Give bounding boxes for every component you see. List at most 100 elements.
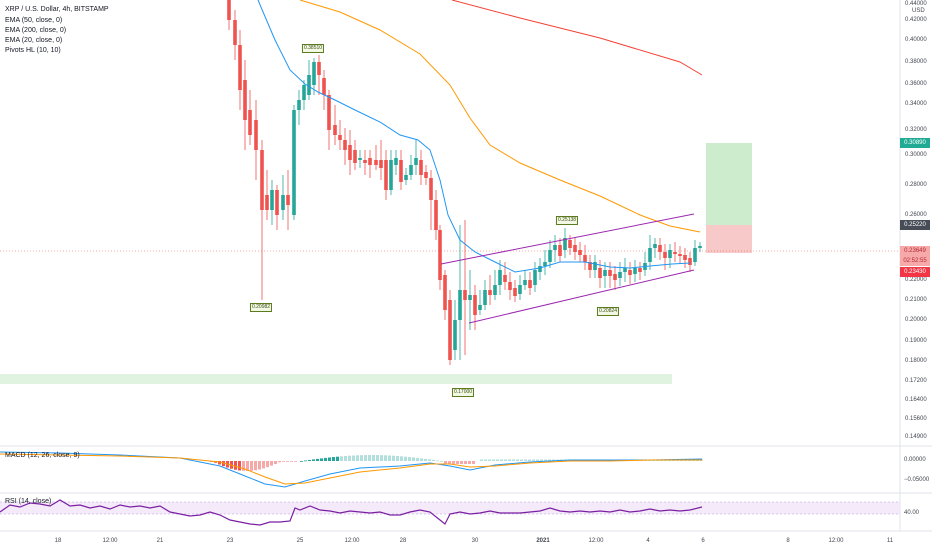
- candle-body: [663, 252, 667, 258]
- candle-body: [438, 230, 442, 280]
- macd-axis-zero: 0.00000: [904, 457, 926, 463]
- time-axis-label: 6: [701, 538, 705, 544]
- last-price-badge: 0.23649: [900, 246, 930, 256]
- macd-bar: [328, 457, 331, 461]
- price-axis-label: 0.38000: [905, 59, 927, 65]
- price-axis-label: 0.15600: [905, 416, 927, 422]
- candle-body: [523, 280, 527, 285]
- rsi-legend[interactable]: RSI (14, close): [5, 498, 52, 505]
- candle-body: [404, 175, 408, 180]
- candle-body: [553, 245, 557, 250]
- macd-bar: [532, 459, 535, 461]
- candle-body: [683, 255, 687, 260]
- macd-bar: [508, 459, 511, 461]
- candle-body: [254, 120, 258, 150]
- macd-bar: [250, 461, 253, 471]
- macd-bar: [536, 459, 539, 461]
- macd-bar: [472, 461, 475, 464]
- candle-body: [678, 254, 682, 256]
- candle-body: [598, 268, 602, 278]
- macd-bar: [392, 455, 395, 461]
- time-axis-label: 25: [296, 538, 304, 544]
- price-axis-label: 0.17200: [905, 378, 927, 384]
- reward-zone[interactable]: [706, 143, 752, 225]
- time-axis-label: 8: [786, 538, 790, 544]
- macd-bar: [320, 458, 323, 461]
- price-axis-label: 0.40000: [905, 37, 927, 43]
- candle-body: [353, 150, 357, 163]
- macd-bar: [380, 455, 383, 461]
- candle-body: [292, 110, 296, 215]
- candle-body: [374, 160, 378, 165]
- candle-body: [260, 150, 264, 210]
- candle-body: [307, 75, 311, 95]
- macd-bar: [258, 461, 261, 470]
- time-axis-label: 2021: [536, 538, 550, 544]
- candle-body: [248, 110, 252, 135]
- macd-bar: [294, 461, 297, 462]
- candle-body: [623, 268, 627, 272]
- macd-bar: [384, 455, 387, 461]
- macd-bar: [444, 461, 447, 464]
- rsi-line: [0, 499, 703, 526]
- macd-bar: [286, 461, 289, 462]
- macd-bar: [420, 458, 423, 461]
- risk-zone[interactable]: [706, 225, 752, 253]
- candle-body: [538, 266, 542, 272]
- macd-bar: [524, 459, 527, 461]
- ema20-line: [257, 0, 691, 273]
- price-axis-label: 0.16400: [905, 397, 927, 403]
- symbol-title[interactable]: XRP / U.S. Dollar, 4h, BITSTAMP: [5, 6, 109, 13]
- macd-bar: [238, 461, 241, 471]
- macd-bar: [424, 458, 427, 461]
- macd-bar: [548, 459, 551, 461]
- macd-line: [0, 451, 703, 488]
- candle-body: [503, 275, 507, 282]
- candle-body: [453, 320, 457, 350]
- macd-bar: [552, 459, 555, 461]
- candle-body: [493, 285, 497, 295]
- macd-bar: [388, 455, 391, 461]
- macd-bar: [480, 459, 483, 461]
- macd-bar: [308, 459, 311, 461]
- candle-body: [508, 282, 512, 290]
- candle-body: [563, 238, 567, 250]
- macd-bar: [312, 459, 315, 461]
- macd-bar: [440, 461, 443, 462]
- macd-bar: [500, 459, 503, 461]
- candle-body: [533, 270, 537, 285]
- candle-body: [358, 158, 362, 160]
- macd-bar: [436, 460, 439, 462]
- candle-body: [327, 95, 331, 130]
- candle-body: [488, 290, 492, 295]
- candle-body: [513, 288, 517, 296]
- candle-body: [302, 85, 306, 100]
- macd-bar: [278, 461, 281, 463]
- candle-body: [578, 250, 582, 255]
- ema50-legend[interactable]: EMA (50, close, 0): [5, 17, 63, 24]
- ema200-legend[interactable]: EMA (200, close, 0): [5, 27, 67, 34]
- macd-legend[interactable]: MACD (12, 26, close, 9): [5, 452, 80, 459]
- ema20-legend[interactable]: EMA (20, close, 0): [5, 37, 63, 44]
- candle-body: [379, 160, 383, 168]
- rsi-axis-40: 40.00: [904, 510, 920, 516]
- pivot-low-label: 0.20982: [249, 303, 273, 312]
- candle-body: [384, 160, 388, 190]
- pivots-legend[interactable]: Pivots HL (10, 10): [5, 47, 61, 54]
- candle-body: [558, 245, 562, 256]
- macd-bar: [540, 459, 543, 461]
- price-axis-label: 0.30000: [905, 152, 927, 158]
- candle-body: [394, 158, 398, 165]
- pivot-high-label: 0.38510: [301, 44, 325, 53]
- candle-body: [227, 0, 231, 20]
- candle-body: [243, 80, 247, 120]
- channel-upper[interactable]: [440, 213, 695, 265]
- channel-lower[interactable]: [468, 269, 695, 324]
- price-axis-label: 0.18000: [905, 358, 927, 364]
- ema50-line: [299, 0, 701, 233]
- rsi-band: [0, 502, 900, 514]
- candle-body: [312, 62, 316, 85]
- price-axis-label: 0.32000: [905, 127, 927, 133]
- candle-body: [658, 245, 662, 252]
